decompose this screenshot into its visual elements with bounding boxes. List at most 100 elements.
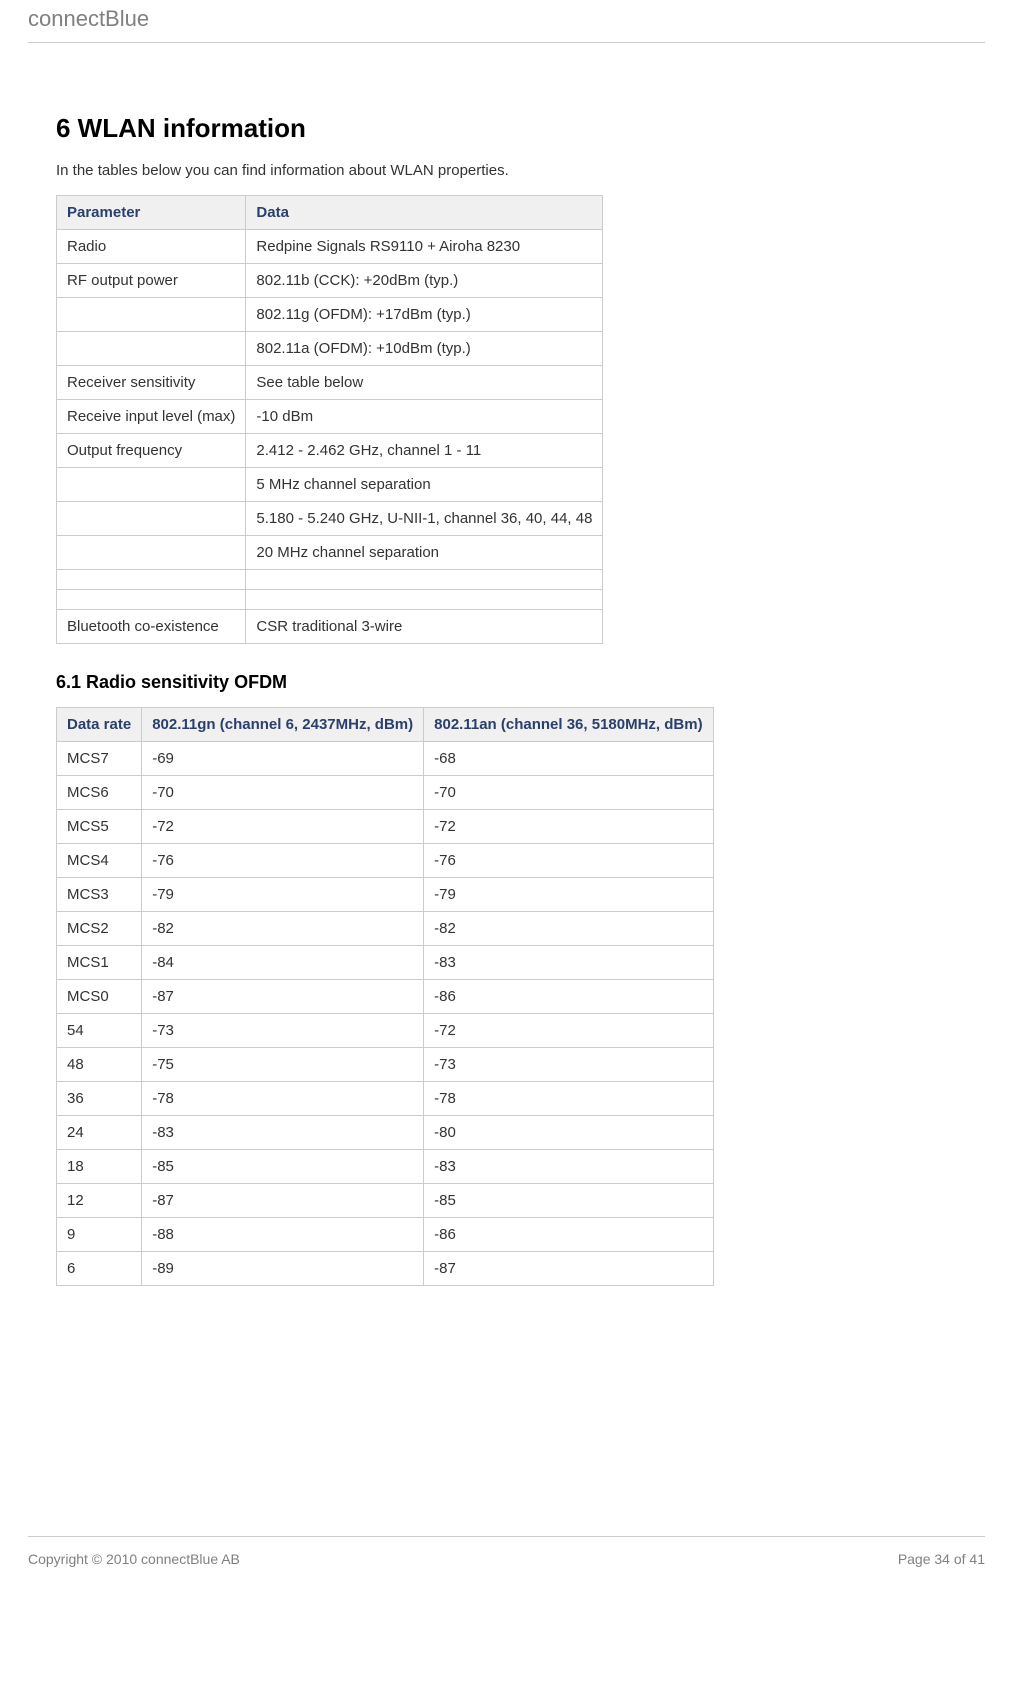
table-cell: MCS0 — [57, 980, 142, 1014]
section-intro: In the tables below you can find informa… — [56, 162, 957, 179]
table-row: Receiver sensitivitySee table below — [57, 366, 603, 400]
footer-copyright: Copyright © 2010 connectBlue AB — [28, 1551, 240, 1567]
table-cell: -75 — [142, 1048, 424, 1082]
table-cell: 2.412 - 2.462 GHz, channel 1 - 11 — [246, 434, 603, 468]
table-cell: 802.11a (OFDM): +10dBm (typ.) — [246, 332, 603, 366]
table-row: MCS3-79-79 — [57, 878, 714, 912]
table-cell: -70 — [424, 776, 713, 810]
table-cell: 12 — [57, 1184, 142, 1218]
table-cell — [57, 536, 246, 570]
table-cell: -86 — [424, 1218, 713, 1252]
table-cell: 9 — [57, 1218, 142, 1252]
table-row: 48-75-73 — [57, 1048, 714, 1082]
table-cell: 6 — [57, 1252, 142, 1286]
table-cell — [246, 590, 603, 610]
table-cell — [57, 298, 246, 332]
table-cell: Radio — [57, 230, 246, 264]
table-row: Output frequency2.412 - 2.462 GHz, chann… — [57, 434, 603, 468]
table-cell — [57, 332, 246, 366]
table-cell — [57, 502, 246, 536]
table-cell: Receive input level (max) — [57, 400, 246, 434]
table-cell: -69 — [142, 742, 424, 776]
table-cell: -83 — [424, 1150, 713, 1184]
table-cell — [57, 590, 246, 610]
table-cell: RF output power — [57, 264, 246, 298]
table-cell: -84 — [142, 946, 424, 980]
table-cell: -87 — [142, 1184, 424, 1218]
table-header-cell: Parameter — [57, 196, 246, 230]
table-cell: -73 — [142, 1014, 424, 1048]
table-cell: -86 — [424, 980, 713, 1014]
table-row: 5 MHz channel separation — [57, 468, 603, 502]
table-cell: -79 — [424, 878, 713, 912]
table-cell: MCS1 — [57, 946, 142, 980]
table-row — [57, 590, 603, 610]
table-cell: 802.11b (CCK): +20dBm (typ.) — [246, 264, 603, 298]
table-row: MCS7-69-68 — [57, 742, 714, 776]
table-cell: Output frequency — [57, 434, 246, 468]
table-cell: Redpine Signals RS9110 + Airoha 8230 — [246, 230, 603, 264]
table-cell: 18 — [57, 1150, 142, 1184]
table-cell: 5 MHz channel separation — [246, 468, 603, 502]
table-cell: -10 dBm — [246, 400, 603, 434]
table-cell: -83 — [142, 1116, 424, 1150]
table-cell: -72 — [142, 810, 424, 844]
table-cell: -87 — [142, 980, 424, 1014]
page-footer: Copyright © 2010 connectBlue AB Page 34 … — [28, 1536, 985, 1587]
table-row: 20 MHz channel separation — [57, 536, 603, 570]
table-row: MCS6-70-70 — [57, 776, 714, 810]
table-cell: 36 — [57, 1082, 142, 1116]
table-row: MCS0-87-86 — [57, 980, 714, 1014]
table-header-cell: Data — [246, 196, 603, 230]
table-cell — [57, 570, 246, 590]
table-cell: -73 — [424, 1048, 713, 1082]
radio-sensitivity-table: Data rate 802.11gn (channel 6, 2437MHz, … — [56, 707, 714, 1286]
table-cell: -72 — [424, 810, 713, 844]
table-cell: -80 — [424, 1116, 713, 1150]
table-header-cell: Data rate — [57, 708, 142, 742]
table-row: 54-73-72 — [57, 1014, 714, 1048]
table-cell: -70 — [142, 776, 424, 810]
table-cell — [57, 468, 246, 502]
table-cell: 20 MHz channel separation — [246, 536, 603, 570]
table-cell: Bluetooth co-existence — [57, 610, 246, 644]
table-cell: -76 — [424, 844, 713, 878]
table-cell: MCS3 — [57, 878, 142, 912]
table-cell: MCS6 — [57, 776, 142, 810]
table-row: MCS5-72-72 — [57, 810, 714, 844]
table-cell: MCS4 — [57, 844, 142, 878]
table-cell: CSR traditional 3-wire — [246, 610, 603, 644]
table-cell: -83 — [424, 946, 713, 980]
table-cell: -89 — [142, 1252, 424, 1286]
table-cell: Receiver sensitivity — [57, 366, 246, 400]
table-row: Bluetooth co-existenceCSR traditional 3-… — [57, 610, 603, 644]
table-row: MCS4-76-76 — [57, 844, 714, 878]
table-cell: -78 — [424, 1082, 713, 1116]
header-brand: connectBlue — [28, 0, 985, 43]
footer-page-number: Page 34 of 41 — [898, 1551, 985, 1567]
table-header-cell: 802.11an (channel 36, 5180MHz, dBm) — [424, 708, 713, 742]
table-row: MCS2-82-82 — [57, 912, 714, 946]
table-cell: MCS2 — [57, 912, 142, 946]
table-cell: -72 — [424, 1014, 713, 1048]
table-cell: 5.180 - 5.240 GHz, U-NII-1, channel 36, … — [246, 502, 603, 536]
table-row: 36-78-78 — [57, 1082, 714, 1116]
table-cell: 54 — [57, 1014, 142, 1048]
table-cell: MCS5 — [57, 810, 142, 844]
table-row: MCS1-84-83 — [57, 946, 714, 980]
table-cell: -76 — [142, 844, 424, 878]
table-row: 9-88-86 — [57, 1218, 714, 1252]
table-row: RadioRedpine Signals RS9110 + Airoha 823… — [57, 230, 603, 264]
table-cell: -79 — [142, 878, 424, 912]
table-cell: -87 — [424, 1252, 713, 1286]
table-cell: -82 — [424, 912, 713, 946]
table-row: RF output power802.11b (CCK): +20dBm (ty… — [57, 264, 603, 298]
table-row: 6-89-87 — [57, 1252, 714, 1286]
table-row: 18-85-83 — [57, 1150, 714, 1184]
table-row — [57, 570, 603, 590]
table-header-row: Parameter Data — [57, 196, 603, 230]
table-row: 802.11g (OFDM): +17dBm (typ.) — [57, 298, 603, 332]
table-row: Receive input level (max)-10 dBm — [57, 400, 603, 434]
table-row: 12-87-85 — [57, 1184, 714, 1218]
subsection-heading: 6.1 Radio sensitivity OFDM — [56, 672, 957, 693]
